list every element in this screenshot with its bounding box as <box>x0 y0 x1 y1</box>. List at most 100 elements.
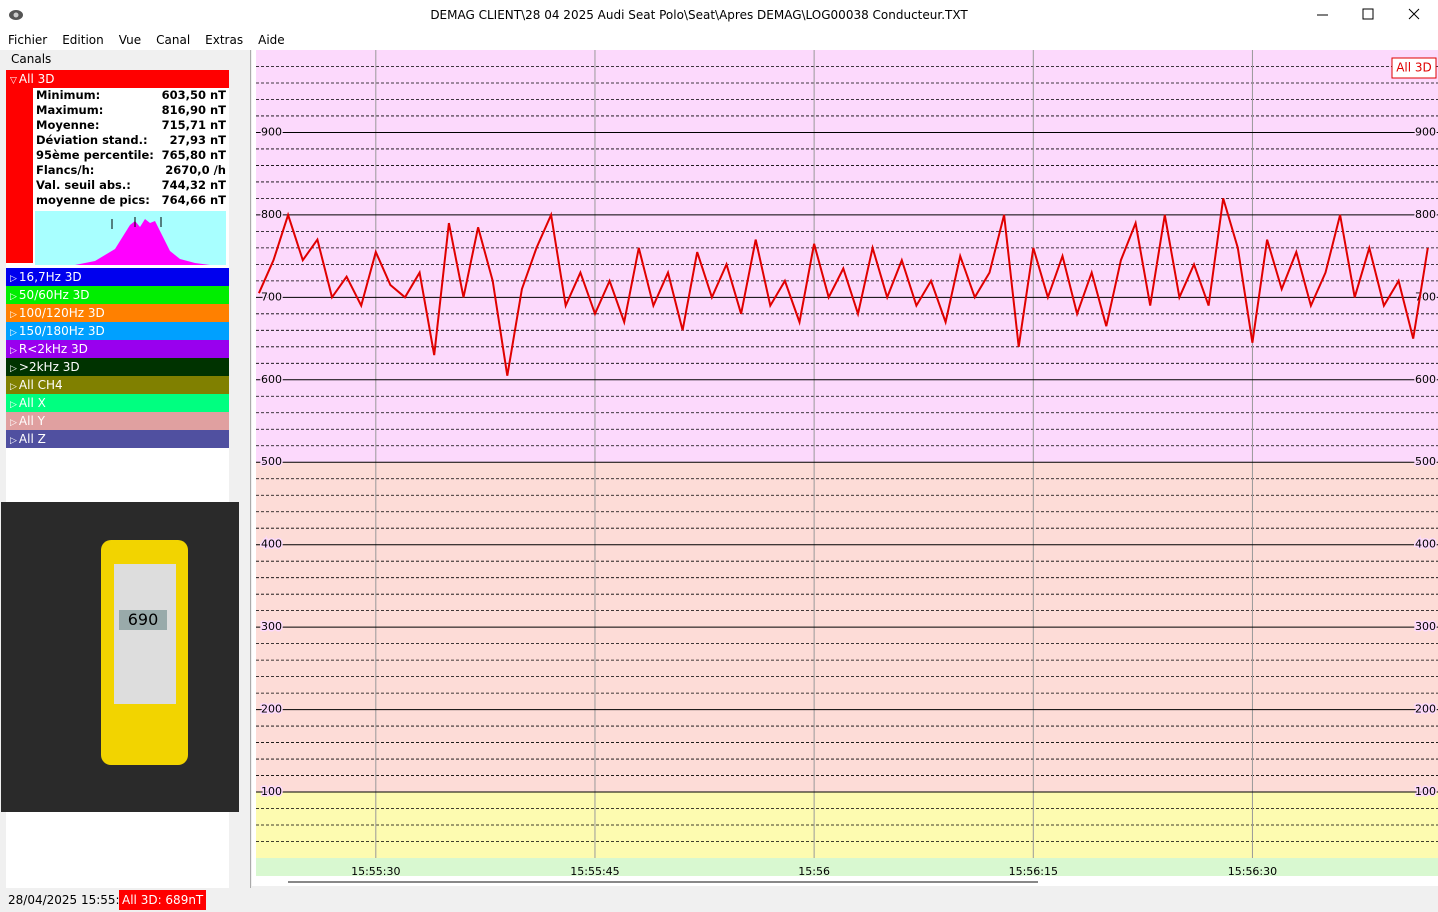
data-line <box>257 198 1429 376</box>
channel-row[interactable]: ▽ All 3D <box>6 70 229 88</box>
y-tick-label: 300 <box>261 620 282 633</box>
menu-bar: Fichier Edition Vue Canal Extras Aide <box>0 30 1438 50</box>
stat-row: Flancs/h: 2670,0 /h <box>36 163 226 178</box>
channel-name: All Y <box>18 414 45 428</box>
meter-display: 690 <box>119 610 167 630</box>
stat-label: moyenne de pics: <box>36 193 150 207</box>
y-tick-label-right: 100 <box>1415 785 1436 798</box>
y-tick-label-right: 700 <box>1415 290 1436 303</box>
y-tick-label-right: 400 <box>1415 538 1436 551</box>
expand-arrow: ▷ <box>10 418 17 428</box>
menu-item[interactable]: Edition <box>62 33 104 47</box>
window-controls[interactable] <box>1300 0 1438 30</box>
y-tick-label: 100 <box>261 785 282 798</box>
y-tick-label-right: 300 <box>1415 620 1436 633</box>
channel-name: 16,7Hz 3D <box>18 270 82 284</box>
status-bar: 28/04/2025 15:55:22 All 3D: 689nT <box>0 888 1438 912</box>
stat-row: Maximum: 816,90 nT <box>36 103 226 118</box>
x-tick-label: 15:55:30 <box>351 865 400 878</box>
y-tick-label: 400 <box>261 538 282 551</box>
channel-color-column <box>6 70 33 263</box>
expand-arrow: ▽ <box>10 76 17 86</box>
channel-row[interactable]: ▷ All Y <box>6 412 229 430</box>
stat-value: 744,32 nT <box>161 178 226 192</box>
stat-row: Val. seuil abs.: 744,32 nT <box>36 178 226 193</box>
stat-value: 816,90 nT <box>161 103 226 117</box>
expand-arrow: ▷ <box>10 328 17 338</box>
stat-value: 603,50 nT <box>161 88 226 102</box>
expand-arrow: ▷ <box>10 346 17 356</box>
y-tick-label: 600 <box>261 373 282 386</box>
x-tick-label: 15:55:45 <box>570 865 619 878</box>
threshold-band <box>256 50 1438 463</box>
status-datetime: 28/04/2025 15:55:22 <box>8 893 135 907</box>
stat-row: Moyenne: 715,71 nT <box>36 118 226 133</box>
chart: 15:55:30 15:55:45 15:56 15:56:15 15:56:30 100… <box>252 50 1438 886</box>
expand-arrow: ▷ <box>10 274 17 284</box>
stat-value: 765,80 nT <box>161 148 226 162</box>
stat-row: Minimum: 603,50 nT <box>36 88 226 103</box>
stat-row: moyenne de pics: 764,66 nT <box>36 193 226 208</box>
expand-arrow: ▷ <box>10 310 17 320</box>
y-tick-label-right: 900 <box>1415 125 1436 138</box>
x-tick-label: 15:56:30 <box>1228 865 1277 878</box>
channel-row[interactable]: ▷ All CH4 <box>6 376 229 394</box>
photo: 690 <box>1 502 239 812</box>
expand-arrow: ▷ <box>10 400 17 410</box>
expand-arrow: ▷ <box>10 364 17 374</box>
menu-item[interactable]: Canal <box>156 33 191 47</box>
channel-name: R<2kHz 3D <box>18 342 88 356</box>
x-tick-label: 15:56 <box>798 865 830 878</box>
channel-name: All CH4 <box>18 378 63 392</box>
channel-name: >2kHz 3D <box>18 360 80 374</box>
expand-arrow: ▷ <box>10 436 17 446</box>
stat-label: 95ème percentile: <box>36 148 154 162</box>
stat-label: Déviation stand.: <box>36 133 148 147</box>
stat-value: 2670,0 /h <box>165 163 226 177</box>
menu-item[interactable]: Vue <box>118 33 142 47</box>
panel-header: Canals <box>11 52 52 66</box>
channel-name: All Z <box>18 432 46 446</box>
x-tick-label: 15:56:15 <box>1009 865 1058 878</box>
channel-row[interactable]: ▷ 16,7Hz 3D <box>6 268 229 286</box>
stat-value: 764,66 nT <box>161 193 226 207</box>
channel-row[interactable]: ▷ All Z <box>6 430 229 448</box>
y-tick-label: 800 <box>261 208 282 221</box>
channel-name: 50/60Hz 3D <box>18 288 90 302</box>
channel-row[interactable]: ▷ >2kHz 3D <box>6 358 229 376</box>
expand-arrow: ▷ <box>10 292 17 302</box>
y-tick-label: 500 <box>261 455 282 468</box>
menu-item[interactable]: Fichier <box>8 33 48 47</box>
window-title: DEMAG CLIENT\28 04 2025 Audi Seat Polo\S… <box>430 8 968 22</box>
stat-row: 95ème percentile: 765,80 nT <box>36 148 226 163</box>
channel-row[interactable]: ▷ R<2kHz 3D <box>6 340 229 358</box>
menu-item[interactable]: Extras <box>205 33 244 47</box>
stat-value: 27,93 nT <box>169 133 226 147</box>
y-tick-label-right: 600 <box>1415 373 1436 386</box>
app-icon <box>9 10 23 20</box>
channel-name: 100/120Hz 3D <box>18 306 105 320</box>
sidebar: Canals 690 ▽ All 3D ▷ 16,7Hz 3D ▷ 50/60Hz 3D ▷… <box>0 50 251 894</box>
stat-label: Maximum: <box>36 103 104 117</box>
channel-row[interactable]: ▷ 150/180Hz 3D <box>6 322 229 340</box>
channel-row[interactable]: ▷ 100/120Hz 3D <box>6 304 229 322</box>
status-reading: All 3D: 689nT <box>119 890 207 910</box>
legend-entry: All 3D <box>1396 61 1432 75</box>
channel-name: 150/180Hz 3D <box>18 324 105 338</box>
channel-row[interactable]: ▷ All X <box>6 394 229 412</box>
meter-face <box>114 564 176 704</box>
stat-row: Déviation stand.: 27,93 nT <box>36 133 226 148</box>
channel-name: All X <box>18 396 46 410</box>
expand-arrow: ▷ <box>10 382 17 392</box>
time-strip <box>256 858 1438 876</box>
channel-name: All 3D <box>18 72 55 86</box>
stat-label: Moyenne: <box>36 118 100 132</box>
menu-item[interactable]: Aide <box>258 33 285 47</box>
y-tick-label: 700 <box>261 290 282 303</box>
channel-row[interactable]: ▷ 50/60Hz 3D <box>6 286 229 304</box>
stat-label: Minimum: <box>36 88 101 102</box>
legend-box <box>1391 57 1437 79</box>
y-tick-label: 900 <box>261 125 282 138</box>
stat-label: Val. seuil abs.: <box>36 178 131 192</box>
